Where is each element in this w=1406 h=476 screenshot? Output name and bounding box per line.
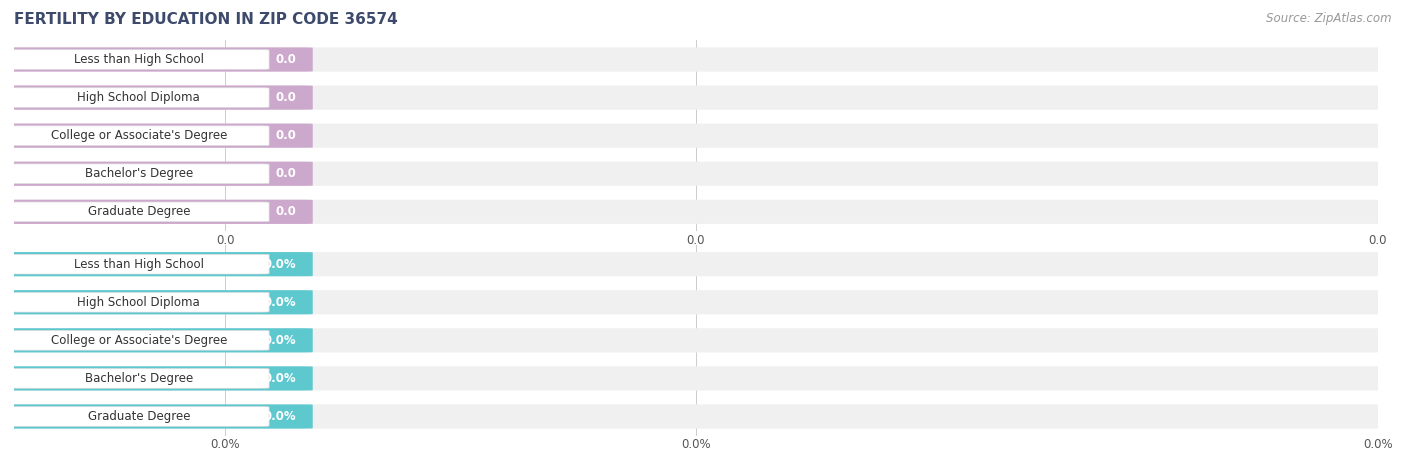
FancyBboxPatch shape [4, 48, 1386, 71]
Text: High School Diploma: High School Diploma [77, 91, 200, 104]
FancyBboxPatch shape [4, 367, 1386, 390]
FancyBboxPatch shape [4, 252, 1386, 276]
FancyBboxPatch shape [4, 405, 1386, 428]
FancyBboxPatch shape [8, 368, 269, 388]
FancyBboxPatch shape [4, 162, 312, 186]
FancyBboxPatch shape [8, 88, 269, 108]
Text: 0.0: 0.0 [276, 53, 297, 66]
FancyBboxPatch shape [4, 328, 1386, 352]
Text: Graduate Degree: Graduate Degree [87, 410, 190, 423]
Text: Less than High School: Less than High School [75, 258, 204, 271]
Text: Bachelor's Degree: Bachelor's Degree [84, 372, 193, 385]
Text: 0.0: 0.0 [276, 205, 297, 218]
Text: 0.0: 0.0 [276, 91, 297, 104]
Text: High School Diploma: High School Diploma [77, 296, 200, 309]
FancyBboxPatch shape [4, 86, 1386, 109]
FancyBboxPatch shape [4, 200, 312, 224]
FancyBboxPatch shape [4, 367, 312, 390]
FancyBboxPatch shape [8, 202, 269, 222]
Text: 0.0: 0.0 [276, 129, 297, 142]
Text: FERTILITY BY EDUCATION IN ZIP CODE 36574: FERTILITY BY EDUCATION IN ZIP CODE 36574 [14, 12, 398, 27]
FancyBboxPatch shape [4, 200, 1386, 224]
FancyBboxPatch shape [8, 126, 269, 146]
FancyBboxPatch shape [8, 330, 269, 350]
Text: 0.0%: 0.0% [264, 296, 297, 309]
FancyBboxPatch shape [4, 290, 1386, 314]
FancyBboxPatch shape [4, 290, 312, 314]
FancyBboxPatch shape [8, 292, 269, 312]
Text: 0.0: 0.0 [276, 167, 297, 180]
FancyBboxPatch shape [8, 407, 269, 426]
Text: Graduate Degree: Graduate Degree [87, 205, 190, 218]
Text: Bachelor's Degree: Bachelor's Degree [84, 167, 193, 180]
FancyBboxPatch shape [4, 405, 312, 428]
FancyBboxPatch shape [4, 48, 312, 71]
Text: College or Associate's Degree: College or Associate's Degree [51, 334, 226, 347]
FancyBboxPatch shape [4, 86, 312, 109]
FancyBboxPatch shape [4, 162, 1386, 186]
Text: Less than High School: Less than High School [75, 53, 204, 66]
FancyBboxPatch shape [4, 124, 1386, 148]
FancyBboxPatch shape [4, 328, 312, 352]
Text: College or Associate's Degree: College or Associate's Degree [51, 129, 226, 142]
Text: Source: ZipAtlas.com: Source: ZipAtlas.com [1267, 12, 1392, 25]
Text: 0.0%: 0.0% [264, 334, 297, 347]
Text: 0.0%: 0.0% [264, 372, 297, 385]
Text: 0.0%: 0.0% [264, 410, 297, 423]
Text: 0.0%: 0.0% [264, 258, 297, 271]
FancyBboxPatch shape [8, 50, 269, 69]
FancyBboxPatch shape [4, 252, 312, 276]
FancyBboxPatch shape [4, 124, 312, 148]
FancyBboxPatch shape [8, 254, 269, 274]
FancyBboxPatch shape [8, 164, 269, 184]
